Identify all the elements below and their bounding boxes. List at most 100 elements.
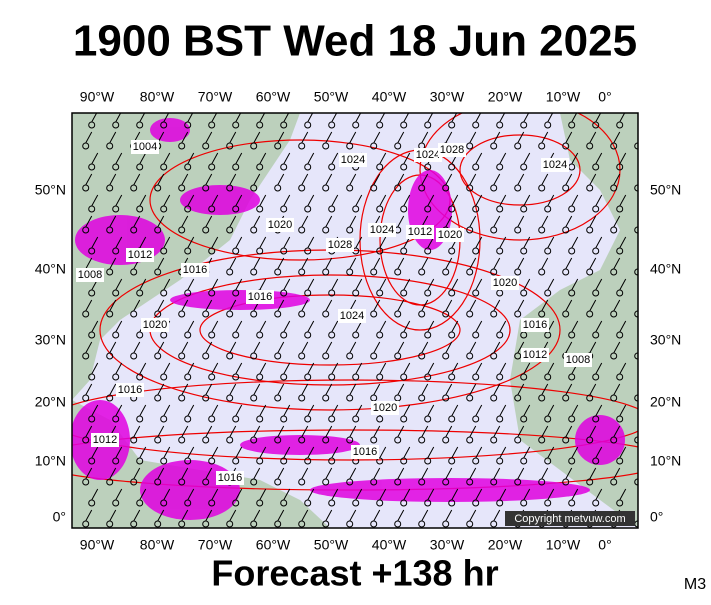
wind-barb [355, 278, 363, 291]
wind-barb [331, 320, 339, 333]
wind-barb [421, 425, 429, 438]
wind-barb [589, 383, 597, 396]
wind-barb [163, 194, 171, 207]
wind-barb [157, 467, 165, 480]
wind-barb [325, 509, 333, 522]
wind-barb [589, 425, 597, 438]
wind-barb [421, 509, 429, 522]
wind-barb [613, 425, 621, 438]
wind-barb [541, 173, 549, 186]
wind-barb [349, 173, 357, 186]
wind-barb [644, 195, 650, 206]
station [641, 500, 647, 506]
wind-barb [541, 425, 549, 438]
wind-barb [235, 362, 243, 375]
wind-barb [613, 257, 621, 270]
wind-barb [469, 341, 477, 354]
wind-barb [644, 279, 650, 290]
wind-barb [427, 362, 435, 375]
wind-barb [589, 299, 597, 312]
wind-barb [451, 488, 459, 501]
isobar-label-box [406, 225, 434, 239]
wind-barb [163, 404, 171, 417]
wind-barb [139, 152, 147, 165]
wind-barb [373, 257, 381, 270]
wind-barb [187, 278, 195, 291]
wind-barb [259, 404, 267, 417]
lat-label-left: 30°N [35, 332, 66, 348]
wind-barb [301, 131, 309, 144]
isobar-label-box [338, 309, 366, 323]
wind-barb [349, 257, 357, 270]
station [641, 164, 647, 170]
isobar-label-box [351, 445, 379, 459]
wind-barb [349, 467, 357, 480]
wind-barb [349, 383, 357, 396]
wind-barb [325, 383, 333, 396]
wind-barb [475, 404, 483, 417]
wind-barb [259, 488, 267, 501]
wind-barb [253, 173, 261, 186]
wind-barb [331, 194, 339, 207]
wind-barb [493, 509, 501, 522]
wind-barb [589, 467, 597, 480]
wind-barb [397, 383, 405, 396]
wind-barb [163, 488, 171, 501]
wind-barb [565, 299, 573, 312]
lat-label-right: 10°N [650, 453, 681, 469]
wind-barb [619, 152, 627, 165]
wind-barb [115, 362, 123, 375]
isobar-label: 1004 [133, 141, 157, 153]
wind-barb [595, 320, 603, 333]
isobar-label-box [181, 263, 209, 277]
wind-barb [301, 299, 309, 312]
wind-barb [115, 404, 123, 417]
wind-barb [349, 509, 357, 522]
wind-barb [91, 152, 99, 165]
wind-barb [139, 362, 147, 375]
isobar-label: 1024 [340, 310, 364, 322]
lon-label-bottom: 80°W [140, 537, 175, 553]
isobar-label: 1020 [493, 277, 517, 289]
wind-barb [619, 236, 627, 249]
wind-barb [283, 152, 291, 165]
wind-barb [235, 152, 243, 165]
wind-barb [307, 152, 315, 165]
wind-barb [181, 131, 189, 144]
wind-barb [277, 131, 285, 144]
wind-barb [85, 509, 93, 522]
wind-barb [115, 320, 123, 333]
wind-barb [211, 320, 219, 333]
wind-barb [187, 404, 195, 417]
wind-barb [205, 383, 213, 396]
wind-barb [325, 341, 333, 354]
wind-barb [211, 194, 219, 207]
isobar-label-box [216, 471, 244, 485]
wind-barb [517, 215, 525, 228]
wind-barb [181, 299, 189, 312]
wind-barb [211, 152, 219, 165]
wind-barb [349, 425, 357, 438]
lat-label-right: 30°N [650, 332, 681, 348]
isobar-label-box [521, 318, 549, 332]
lon-label-bottom: 30°W [430, 537, 465, 553]
wind-barb [565, 341, 573, 354]
wind-barb [85, 131, 93, 144]
wind-barb [523, 488, 531, 501]
wind-barb [91, 236, 99, 249]
wind-barb [644, 447, 650, 458]
wind-barb [163, 152, 171, 165]
wind-barb [613, 383, 621, 396]
lon-label-top: 50°W [314, 89, 349, 105]
lat-label-left: 50°N [35, 182, 66, 198]
wind-barb [181, 467, 189, 480]
wind-barb [355, 194, 363, 207]
isobar-label-box [541, 158, 569, 172]
isobar-label-box [414, 148, 442, 162]
wind-barb [157, 509, 165, 522]
isobar-label: 1012 [523, 349, 547, 361]
wind-barb [307, 194, 315, 207]
wind-barb [644, 237, 650, 248]
wind-barb [235, 194, 243, 207]
